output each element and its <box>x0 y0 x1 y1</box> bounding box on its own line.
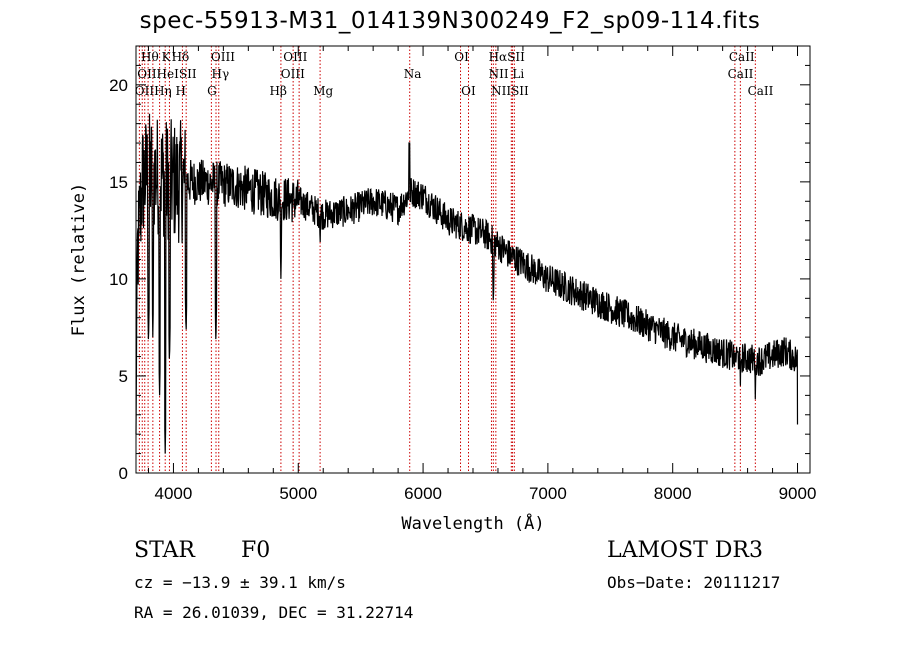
ra-dec: RA = 26.01039, DEC = 31.22714 <box>134 603 414 622</box>
object-class: STAR <box>134 538 195 563</box>
line-label: OIIHeISII <box>137 67 197 81</box>
line-label: CaII <box>729 50 755 64</box>
line-label: CaII <box>728 67 754 81</box>
line-label: Hβ <box>270 84 287 98</box>
observation-date: Obs−Date: 20111217 <box>607 573 781 592</box>
line-label: CaII <box>748 84 774 98</box>
spectral-subclass: F0 <box>241 538 271 563</box>
line-label: Hγ <box>212 67 230 81</box>
y-tick-label: 15 <box>109 173 128 192</box>
x-axis-label: Wavelength (Å) <box>401 512 544 534</box>
line-label: OIII <box>211 50 235 64</box>
line-label: Mg <box>313 84 333 98</box>
x-tick-label: 7000 <box>529 484 567 503</box>
x-tick-label: 4000 <box>155 484 193 503</box>
plot-frame <box>135 45 811 474</box>
y-tick-label: 5 <box>119 367 128 386</box>
x-tick-label: 6000 <box>404 484 442 503</box>
y-tick-label: 0 <box>119 464 128 483</box>
x-tick-label: 5000 <box>279 484 317 503</box>
redshift-cz: cz = −13.9 ± 39.1 km/s <box>134 573 346 592</box>
survey-name: LAMOST DR3 <box>607 538 763 563</box>
y-tick-label: 10 <box>109 270 128 289</box>
line-label: OIII <box>281 67 305 81</box>
y-tick-label: 20 <box>109 76 128 95</box>
line-label: K <box>162 50 172 64</box>
line-label: NII Li <box>489 67 525 81</box>
chart-title: spec-55913-M31_014139N300249_F2_sp09-114… <box>139 8 761 34</box>
line-label: Hδ <box>172 50 190 64</box>
line-label: G <box>207 84 217 98</box>
spectrum-line <box>135 113 799 454</box>
line-label: OIII <box>283 50 307 64</box>
line-label: HαSII <box>489 50 526 64</box>
x-tick-label: 8000 <box>654 484 692 503</box>
line-label: OI <box>461 84 476 98</box>
line-label: NIISII <box>491 84 529 98</box>
line-label: OIIHη H <box>135 84 186 98</box>
x-tick-label: 9000 <box>779 484 817 503</box>
line-label: Na <box>404 67 422 81</box>
line-label: OI <box>454 50 469 64</box>
line-label: Hθ <box>141 50 159 64</box>
y-axis-label: Flux (relative) <box>69 183 89 337</box>
